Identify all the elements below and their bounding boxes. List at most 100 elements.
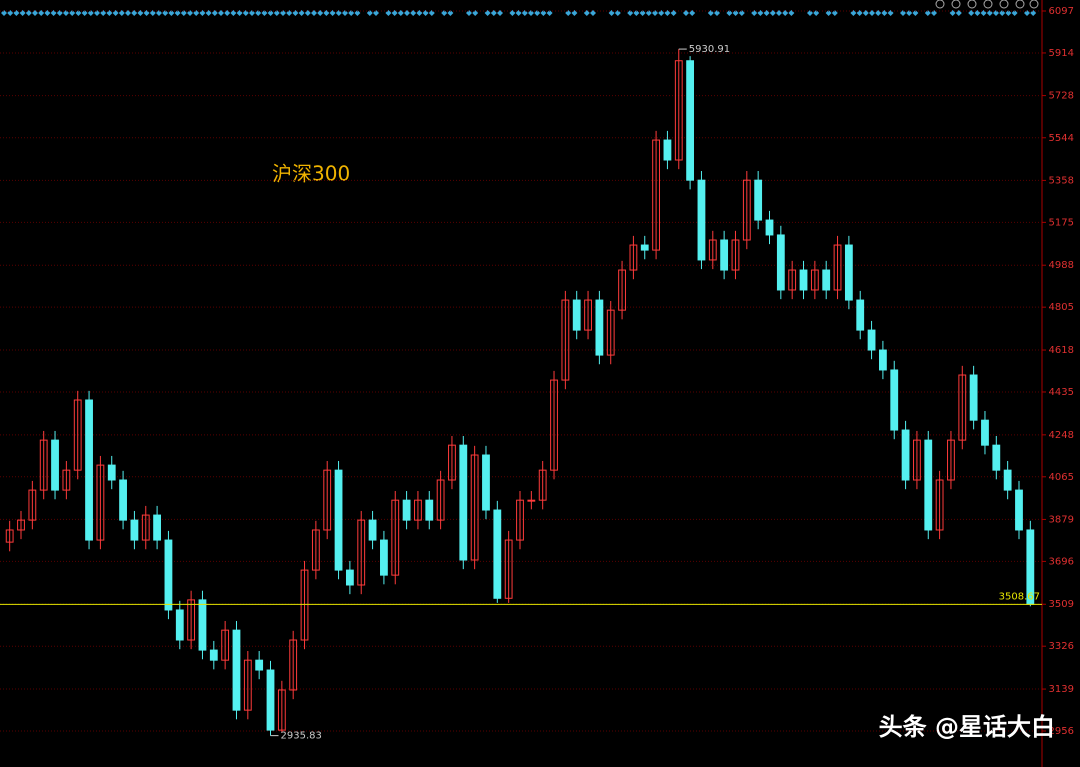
event-marker [831, 10, 838, 16]
y-tick-label: 5175 [1049, 217, 1074, 228]
y-tick-label: 3509 [1049, 599, 1074, 610]
event-marker [571, 10, 578, 16]
candle-body [504, 539, 513, 599]
tool-icon[interactable] [1029, 0, 1039, 9]
candle-body [141, 514, 150, 541]
event-marker [385, 10, 392, 16]
event-marker [534, 10, 541, 16]
event-marker [174, 10, 181, 16]
candle-body [425, 499, 434, 521]
event-marker [342, 10, 348, 16]
y-tick-label: 5544 [1049, 133, 1074, 144]
candle-body [198, 599, 207, 651]
event-marker [273, 10, 280, 16]
watermark: 头条 @星话大白 [879, 713, 1055, 741]
candle-body [550, 379, 558, 471]
candle-body [697, 179, 706, 261]
candle-body [856, 299, 865, 331]
event-marker [714, 10, 720, 16]
candle-body [833, 244, 842, 291]
event-marker [428, 10, 435, 16]
event-marker [329, 10, 336, 16]
y-tick-label: 4988 [1049, 260, 1074, 271]
event-marker [614, 10, 621, 16]
event-marker [565, 10, 572, 16]
candle-body [584, 299, 592, 331]
event-marker [627, 10, 634, 16]
event-marker [931, 10, 937, 16]
candle-body [606, 309, 615, 356]
candle-body [618, 269, 626, 311]
event-marker [732, 10, 739, 16]
tool-icon[interactable] [967, 0, 977, 9]
chart-title: 沪深300 [272, 162, 350, 186]
candle-body [765, 219, 774, 236]
event-marker [149, 10, 156, 16]
event-marker [168, 10, 175, 16]
event-marker [825, 10, 832, 16]
event-marker [335, 10, 342, 16]
candle-body [187, 599, 196, 641]
candle-body [572, 299, 581, 331]
candle-body [39, 439, 48, 491]
candle-body [652, 139, 660, 251]
candle-body [345, 569, 354, 586]
candle-body [73, 399, 82, 471]
candle-body [164, 539, 173, 611]
event-marker [1, 10, 7, 16]
event-marker [738, 10, 745, 16]
candle-body [414, 499, 422, 521]
y-tick-label: 4248 [1049, 430, 1074, 441]
candle-body [708, 239, 717, 261]
y-tick-label: 3326 [1049, 641, 1074, 652]
event-marker [999, 10, 1006, 16]
candle-body [334, 469, 343, 571]
event-marker [751, 10, 758, 16]
candle-body [380, 539, 388, 576]
tool-icon[interactable] [935, 0, 945, 9]
candle-body [119, 479, 127, 521]
event-marker [199, 10, 206, 16]
candle-body [878, 349, 887, 371]
tool-icon[interactable] [983, 0, 993, 9]
event-marker [707, 10, 714, 16]
event-marker [156, 10, 162, 16]
event-marker [249, 10, 255, 16]
candle-body [799, 269, 808, 291]
event-marker [900, 10, 906, 16]
event-marker [106, 10, 113, 16]
candle-body [981, 419, 989, 446]
candle-body [629, 244, 638, 271]
max-label: 5930.91 [689, 44, 730, 55]
candle-body [17, 519, 25, 531]
candle-body [357, 519, 366, 586]
tool-icon[interactable] [951, 0, 961, 9]
candle-body [969, 374, 978, 421]
event-marker [81, 10, 88, 16]
candle-body [482, 454, 490, 511]
event-marker [69, 10, 76, 16]
candle-body [493, 509, 502, 599]
event-marker [664, 10, 671, 16]
candle-body [175, 609, 184, 641]
candle-body [901, 429, 910, 481]
y-tick-label: 4618 [1049, 345, 1074, 356]
candle-body [810, 269, 819, 291]
candle-body [595, 299, 604, 356]
event-marker [162, 10, 169, 16]
event-marker [993, 10, 999, 16]
candle-body [470, 454, 479, 561]
candle-body [924, 439, 933, 531]
y-tick-label: 2956 [1049, 726, 1074, 737]
tool-icon[interactable] [1015, 0, 1025, 9]
event-marker [639, 10, 646, 16]
candle-body [516, 499, 524, 541]
tool-icon[interactable] [999, 0, 1009, 9]
event-marker [447, 10, 454, 16]
candle-body [266, 669, 275, 731]
event-marker [521, 10, 528, 16]
candle-body [992, 444, 1001, 471]
event-marker [7, 10, 14, 16]
event-marker [608, 10, 615, 16]
